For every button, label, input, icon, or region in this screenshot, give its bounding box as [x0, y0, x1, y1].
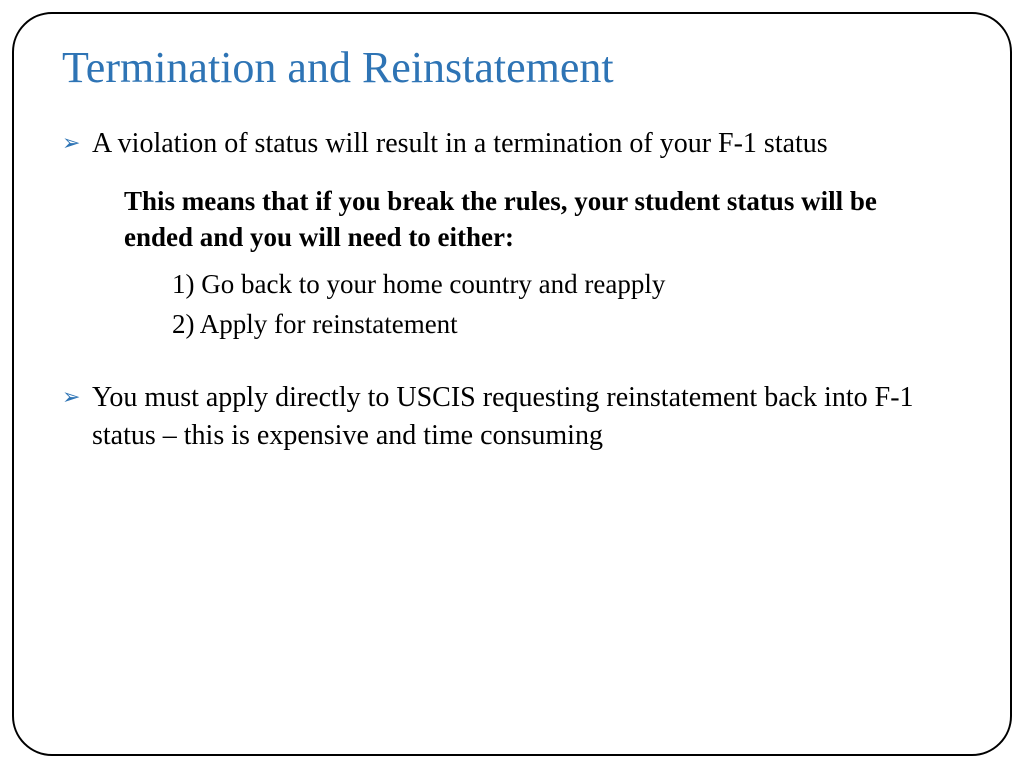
bullet-text-1: A violation of status will result in a t… [92, 125, 828, 163]
bullet-item-1: ➢ A violation of status will result in a… [62, 125, 962, 163]
bullet-marker-icon: ➢ [62, 379, 92, 415]
bullet-marker-icon: ➢ [62, 125, 92, 161]
numbered-item-1: 1) Go back to your home country and reap… [172, 265, 962, 303]
bold-paragraph: This means that if you break the rules, … [124, 183, 902, 255]
bullet-item-2: ➢ You must apply directly to USCIS reque… [62, 379, 962, 455]
numbered-item-2: 2) Apply for reinstatement [172, 305, 962, 343]
slide-container: Termination and Reinstatement ➢ A violat… [12, 12, 1012, 756]
slide-title: Termination and Reinstatement [62, 42, 962, 93]
bullet-text-2: You must apply directly to USCIS request… [92, 379, 962, 455]
